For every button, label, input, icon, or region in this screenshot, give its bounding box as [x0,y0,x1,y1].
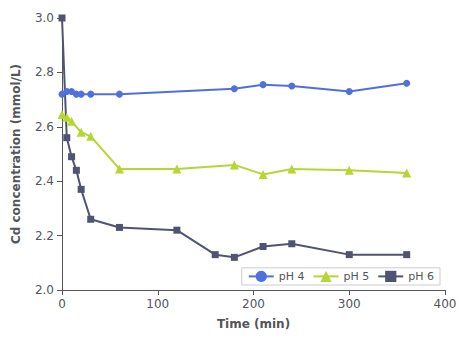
svg-text:2.8: 2.8 [35,65,54,79]
svg-text:Time (min): Time (min) [217,317,290,331]
svg-text:300: 300 [338,297,361,311]
svg-text:100: 100 [146,297,169,311]
svg-text:pH 6: pH 6 [408,270,434,283]
svg-text:3.0: 3.0 [35,11,54,25]
svg-text:400: 400 [434,297,457,311]
svg-text:0: 0 [58,297,66,311]
svg-text:200: 200 [242,297,265,311]
svg-text:2.0: 2.0 [35,283,54,297]
svg-text:pH 4: pH 4 [279,270,305,283]
svg-text:pH 5: pH 5 [344,270,370,283]
svg-text:Cd concentration (mmol/L): Cd concentration (mmol/L) [9,64,23,244]
svg-text:2.2: 2.2 [35,229,54,243]
svg-text:2.6: 2.6 [35,120,54,134]
svg-text:2.4: 2.4 [35,174,54,188]
